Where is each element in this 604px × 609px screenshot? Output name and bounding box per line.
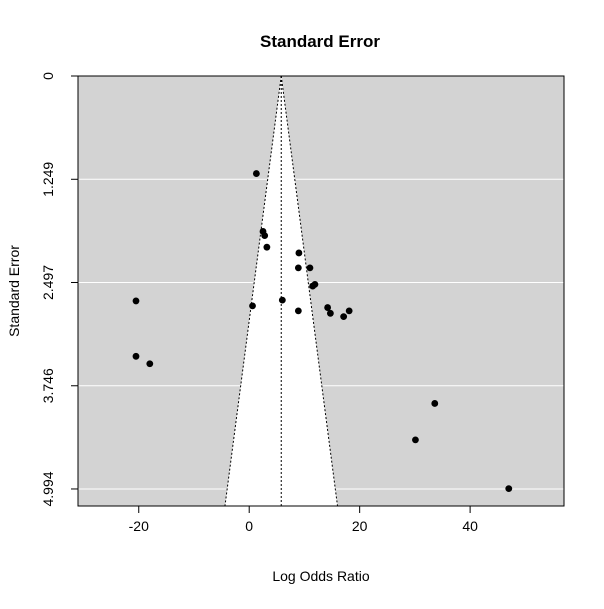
data-point-13 <box>326 309 334 317</box>
y-tick-label-1: 1.249 <box>40 162 56 197</box>
x-axis-label: Log Odds Ratio <box>272 568 369 584</box>
data-point-19 <box>431 400 439 407</box>
data-point-20 <box>412 436 419 444</box>
y-axis: 0 1.249 2.497 3.746 4.994 <box>40 72 79 506</box>
data-point-16 <box>132 297 140 305</box>
y-tick-label-4: 4.994 <box>40 471 56 506</box>
data-point-2 <box>261 232 269 239</box>
data-point-0 <box>252 170 260 177</box>
data-point-8 <box>309 282 317 290</box>
y-tick-label-2: 2.497 <box>40 265 56 300</box>
data-point-11 <box>294 307 302 315</box>
data-point-10 <box>249 302 256 310</box>
y-axis-label: Standard Error <box>6 245 22 337</box>
chart-title: Standard Error <box>260 32 380 51</box>
funnel-left-bound-line <box>224 75 282 507</box>
data-points <box>132 170 513 493</box>
x-axis: -20 0 20 40 <box>129 505 478 534</box>
y-tick-label-0: 0 <box>40 72 56 80</box>
data-point-12 <box>324 304 332 311</box>
data-point-18 <box>146 360 154 368</box>
data-point-14 <box>345 307 353 315</box>
data-point-4 <box>295 249 303 257</box>
x-tick-label-2: 20 <box>352 518 368 534</box>
data-point-15 <box>340 313 348 321</box>
data-point-3 <box>263 243 271 251</box>
data-point-9 <box>278 296 286 304</box>
funnel-right-bound-line <box>280 75 339 507</box>
y-tick-label-3: 3.746 <box>40 368 56 403</box>
funnel-triangle <box>224 76 338 506</box>
data-point-5 <box>294 264 302 272</box>
data-point-21 <box>505 485 513 493</box>
data-point-6 <box>306 264 314 272</box>
data-point-17 <box>132 352 140 360</box>
x-tick-label-0: -20 <box>129 518 149 534</box>
x-tick-label-1: 0 <box>245 518 253 534</box>
x-tick-label-3: 40 <box>462 518 478 534</box>
